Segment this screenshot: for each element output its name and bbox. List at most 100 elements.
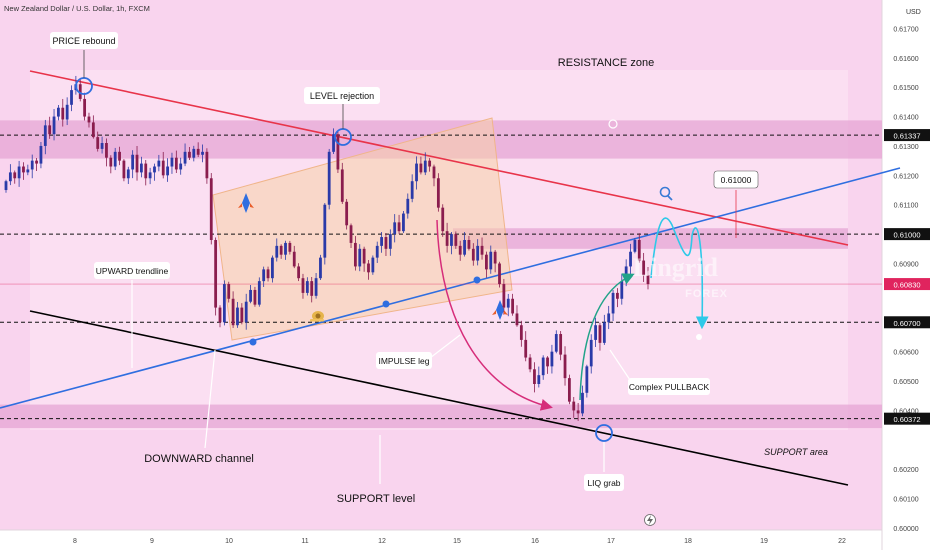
candle-body-104 (458, 245, 462, 255)
downward-channel-line[interactable] (29, 310, 849, 486)
candle-body-24 (109, 157, 113, 167)
level-tag-box-1 (884, 228, 930, 241)
candle-body-70 (310, 281, 314, 296)
candle-body-112 (493, 251, 497, 264)
candle-body-80 (353, 242, 357, 267)
candle-body-52 (231, 298, 235, 326)
candle-body-114 (502, 284, 506, 308)
y-tick-12: 0.60100 (893, 497, 918, 504)
support-level-label: SUPPORT level (337, 493, 415, 505)
candle-body-86 (380, 237, 383, 246)
x-tick-0: 8 (73, 538, 77, 545)
candle-body-144 (633, 239, 637, 252)
candle-body-137 (602, 322, 606, 343)
price-rebound-label: PRICE rebound (52, 36, 115, 46)
y-tick-10: 0.60400 (893, 408, 918, 415)
candle-body-44 (196, 148, 200, 155)
candle-body-11 (52, 116, 56, 135)
candle-body-115 (506, 298, 510, 308)
candle-body-47 (209, 178, 213, 240)
candle-body-35 (157, 160, 161, 167)
candle-body-60 (266, 269, 270, 279)
candle-body-110 (485, 254, 488, 270)
candle-body-83 (367, 263, 370, 273)
star-icon (696, 334, 702, 340)
candle-body-58 (257, 281, 261, 305)
candle-body-103 (454, 234, 458, 246)
candle-body-48 (214, 239, 218, 308)
x-tick-3: 11 (301, 538, 308, 545)
lightning-icon (644, 514, 656, 526)
resistance-zone-label: RESISTANCE zone (558, 57, 654, 69)
candle-body-135 (594, 325, 597, 340)
candle-body-147 (646, 275, 650, 285)
downward-channel-label: DOWNWARD channel (144, 453, 254, 465)
candle-body-65 (288, 242, 292, 252)
candle-body-55 (244, 301, 248, 323)
candle-body-136 (598, 325, 602, 343)
candle-body-57 (253, 289, 257, 305)
chart-title: New Zealand Dollar / U.S. Dollar, 1h, FX… (4, 4, 150, 13)
candle-body-53 (236, 307, 239, 326)
candle-body-102 (450, 234, 453, 246)
y-tick-4: 0.61300 (893, 144, 918, 151)
candle-body-140 (616, 292, 619, 299)
candle-body-134 (589, 339, 593, 367)
price-axis-panel (882, 0, 932, 550)
candle-body-130 (572, 401, 576, 411)
candle-body-118 (519, 325, 523, 340)
y-tick-3: 0.61400 (893, 115, 918, 122)
candle-body-25 (113, 151, 117, 167)
candle-body-96 (423, 160, 427, 173)
candle-body-50 (222, 284, 226, 323)
candle-body-15 (70, 90, 73, 105)
y-tick-6: 0.61100 (894, 203, 919, 210)
candle-body-20 (91, 122, 95, 138)
candle-body-67 (297, 266, 301, 279)
candle-body-124 (546, 357, 549, 367)
zone-mid (453, 228, 848, 249)
candle-body-18 (83, 98, 87, 117)
time-axis[interactable]: 8 9 10 11 12 15 16 17 18 19 22 (73, 538, 846, 545)
candle-body-93 (410, 181, 414, 199)
candle-body-98 (432, 166, 436, 179)
snail-icon (310, 311, 324, 322)
candle-body-90 (397, 222, 401, 232)
candle-body-101 (445, 231, 449, 246)
candle-body-37 (166, 166, 169, 176)
candle-body-94 (415, 163, 418, 182)
candle-body-12 (57, 107, 60, 117)
upward-trendline[interactable] (0, 167, 901, 409)
candle-body-138 (607, 313, 611, 323)
price-axis[interactable]: 0.61700 0.61600 0.61500 0.61400 0.61300 0.612… (893, 26, 918, 533)
candle-body-132 (581, 392, 584, 414)
y-tick-9: 0.60500 (893, 379, 918, 386)
candle-body-29 (131, 154, 135, 170)
candle-body-2 (13, 172, 17, 179)
x-tick-4: 12 (378, 538, 386, 545)
candle-body-75 (332, 134, 335, 152)
candle-body-28 (126, 169, 130, 179)
candle-body-107 (471, 248, 475, 261)
candle-body-46 (205, 151, 209, 179)
current-price-tag: 0.60830 (893, 281, 920, 290)
x-tick-10: 22 (838, 538, 846, 545)
candle-body-145 (637, 239, 641, 261)
level-tag-box-3 (884, 412, 930, 425)
candle-body-111 (489, 251, 493, 270)
level-tag-box-2 (884, 316, 930, 329)
resistance-trendline[interactable] (29, 70, 849, 246)
candle-body-72 (319, 257, 322, 279)
candle-body-77 (340, 169, 344, 202)
candle-body-63 (279, 245, 283, 255)
candle-body-76 (336, 134, 340, 170)
candle-body-68 (301, 278, 305, 293)
candle-body-133 (585, 366, 589, 393)
y-tick-5: 0.61200 (893, 173, 918, 180)
currency-label: USD (906, 9, 921, 16)
candle-body-66 (292, 251, 296, 267)
candle-body-56 (249, 289, 252, 302)
time-axis-panel (0, 530, 882, 550)
candle-body-38 (170, 157, 174, 167)
